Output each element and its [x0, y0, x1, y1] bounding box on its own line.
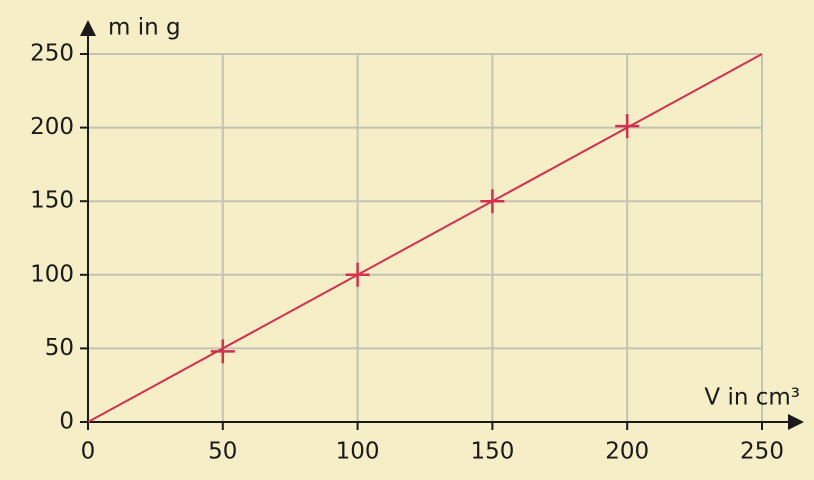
y-tick-label: 0	[59, 409, 74, 435]
line	[87, 53, 763, 423]
x-tick-label: 250	[740, 439, 784, 465]
x-tick-label: 100	[336, 439, 380, 465]
y-tick-label: 150	[30, 188, 74, 214]
y-tick-label: 200	[30, 114, 74, 140]
y-tick-label: 100	[30, 261, 74, 287]
y-tick-label: 250	[30, 41, 74, 67]
x-axis-arrow	[788, 414, 804, 430]
point	[345, 262, 370, 287]
x-tick-label: 150	[470, 439, 514, 465]
x-tick-label: 50	[208, 439, 237, 465]
x-tick-label: 0	[81, 439, 96, 465]
y-axis-label: m in g	[108, 15, 181, 41]
y-axis-arrow	[80, 20, 96, 36]
point	[615, 114, 640, 139]
point	[210, 339, 235, 364]
x-axis-label: V in cm³	[704, 385, 800, 411]
y-tick-label: 50	[45, 335, 74, 361]
x-tick-label: 200	[605, 439, 649, 465]
point	[480, 189, 505, 214]
